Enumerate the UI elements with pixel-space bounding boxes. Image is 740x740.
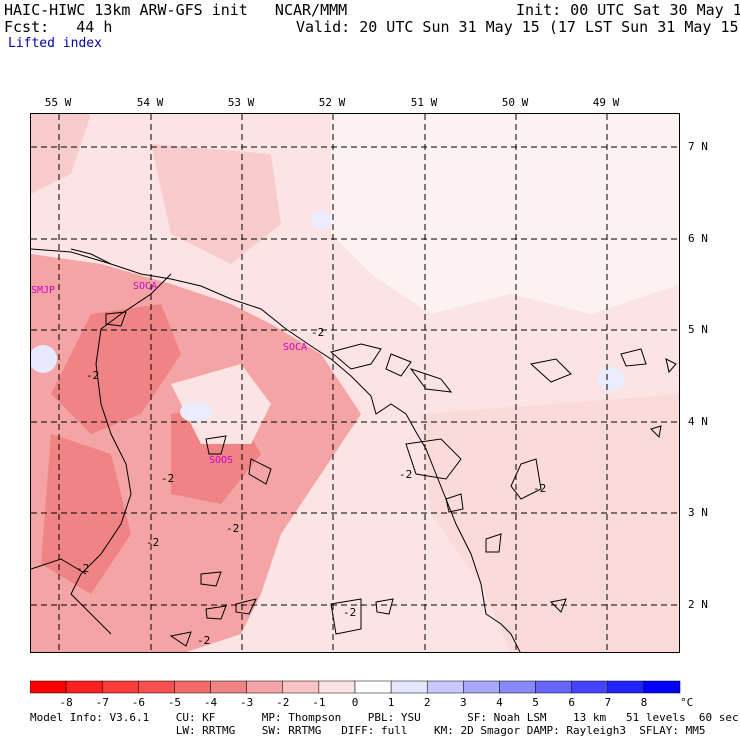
colorbar-box	[174, 680, 211, 694]
lat-label: 3 N	[688, 506, 708, 519]
shade-light-core	[171, 364, 271, 444]
colorbar-tick-label: 4	[496, 696, 503, 709]
colorbar-unit: °C	[680, 696, 693, 709]
colorbar-boxes	[29, 680, 681, 694]
colorbar-tick-label: 1	[388, 696, 395, 709]
colorbar-tick-label: 0	[352, 696, 359, 709]
colorbar-box	[426, 680, 464, 694]
colorbar-box	[246, 680, 284, 694]
border-line	[31, 273, 172, 635]
colorbar-tick-label: -4	[204, 696, 218, 709]
lon-label: 54 W	[136, 96, 164, 109]
contour-label: -2	[533, 482, 546, 495]
colorbar: -8 -7 -6 -5 -4 -3 -2 -1 0 1 2 3 4 5 6 7 8 °C	[29, 680, 710, 720]
colorbar-tick-label: 8	[641, 696, 648, 709]
station-label: SOCA	[133, 281, 157, 292]
colorbar-box	[210, 680, 247, 694]
lon-label: 53 W	[227, 96, 255, 109]
colorbar-ticks: -8 -7 -6 -5 -4 -3 -2 -1 0 1 2 3 4 5 6 7 8 °C	[59, 696, 693, 709]
valid-time: Valid: 20 UTC Sun 31 May 15 (17 LST Sun …	[296, 18, 740, 36]
contour-label: -2	[161, 472, 174, 485]
contour-label: -2	[86, 369, 99, 382]
colorbar-box	[499, 680, 536, 694]
colorbar-tick-label: -6	[132, 696, 145, 709]
contour-label: -2	[197, 634, 210, 647]
colorbar-box	[29, 680, 67, 694]
station-label: SMJP	[31, 285, 55, 296]
title-line: HAIC-HIWC 13km ARW-GFS init NCAR/MMM	[4, 1, 348, 19]
shade-east	[421, 394, 679, 652]
map-canvas: -2 -2 -2 -2 -2 -2 -2 -2 -2 -2 SMJP SOCA …	[31, 114, 679, 652]
colorbar-tick-label: -5	[168, 696, 181, 709]
lon-label: 49 W	[592, 96, 620, 109]
lon-label: 55 W	[44, 96, 72, 109]
lon-label: 52 W	[318, 96, 346, 109]
contour-label: -2	[226, 522, 239, 535]
shade-positive	[180, 402, 212, 422]
colorbar-box	[318, 680, 356, 694]
lifted-index-map: -2 -2 -2 -2 -2 -2 -2 -2 -2 -2 SMJP SOCA …	[30, 113, 680, 653]
shade-positive	[31, 345, 57, 373]
colorbar-tick-label: -1	[312, 696, 325, 709]
lon-label: 51 W	[410, 96, 438, 109]
contour-label: -2	[311, 326, 324, 339]
field-name: Lifted index	[8, 36, 102, 51]
colorbar-box	[390, 680, 428, 694]
model-info-line2: LW: RRTMG SW: RRTMG DIFF: full KM: 2D Sm…	[30, 724, 706, 737]
colorbar-tick-label: -7	[96, 696, 109, 709]
colorbar-tick-label: -3	[240, 696, 253, 709]
shade-minus-one	[151, 144, 281, 264]
forecast-hour: Fcst: 44 h	[4, 18, 113, 36]
lat-label: 2 N	[688, 598, 708, 611]
colorbar-box	[354, 680, 392, 694]
colorbar-box	[571, 680, 609, 694]
colorbar-tick-label: 6	[568, 696, 575, 709]
colorbar-box	[282, 680, 320, 694]
contour-label: -2	[76, 562, 89, 575]
colorbar-tick-label: 3	[460, 696, 467, 709]
lat-label: 6 N	[688, 232, 708, 245]
shade-minus-one	[31, 114, 91, 194]
colorbar-box	[643, 680, 681, 694]
lat-label: 4 N	[688, 415, 708, 428]
colorbar-tick-label: -8	[59, 696, 72, 709]
coastline	[31, 248, 521, 652]
colorbar-tick-label: -2	[276, 696, 289, 709]
lat-lon-grid	[31, 114, 679, 652]
shade-positive	[597, 367, 625, 391]
lat-label: 7 N	[688, 140, 708, 153]
colorbar-tick-label: 5	[532, 696, 539, 709]
contour-label: -2	[146, 536, 159, 549]
colorbar-box	[138, 680, 175, 694]
model-info-line1: Model Info: V3.6.1 CU: KF MP: Thompson P…	[30, 711, 739, 724]
colorbar-box	[65, 680, 103, 694]
colorbar-box	[463, 680, 500, 694]
colorbar-tick-label: 7	[604, 696, 611, 709]
colorbar-box	[535, 680, 572, 694]
contour-lines	[105, 311, 677, 647]
colorbar-box	[607, 680, 645, 694]
lat-label: 5 N	[688, 323, 708, 336]
contour-label: -2	[399, 468, 412, 481]
station-label: SOOS	[209, 455, 233, 466]
shade-minus-three	[41, 434, 131, 594]
shade-positive	[311, 210, 331, 230]
colorbar-box	[101, 680, 139, 694]
lon-label: 50 W	[501, 96, 529, 109]
colorbar-tick-label: 2	[424, 696, 431, 709]
station-label: SOCA	[283, 342, 307, 353]
shade-minus-three	[51, 304, 181, 434]
colorbar-canvas: -8 -7 -6 -5 -4 -3 -2 -1 0 1 2 3 4 5 6 7 8 °C	[29, 680, 693, 709]
contour-label: -2	[343, 606, 356, 619]
init-time: Init: 00 UTC Sat 30 May 15	[516, 1, 740, 19]
shade-near-zero	[331, 114, 679, 314]
